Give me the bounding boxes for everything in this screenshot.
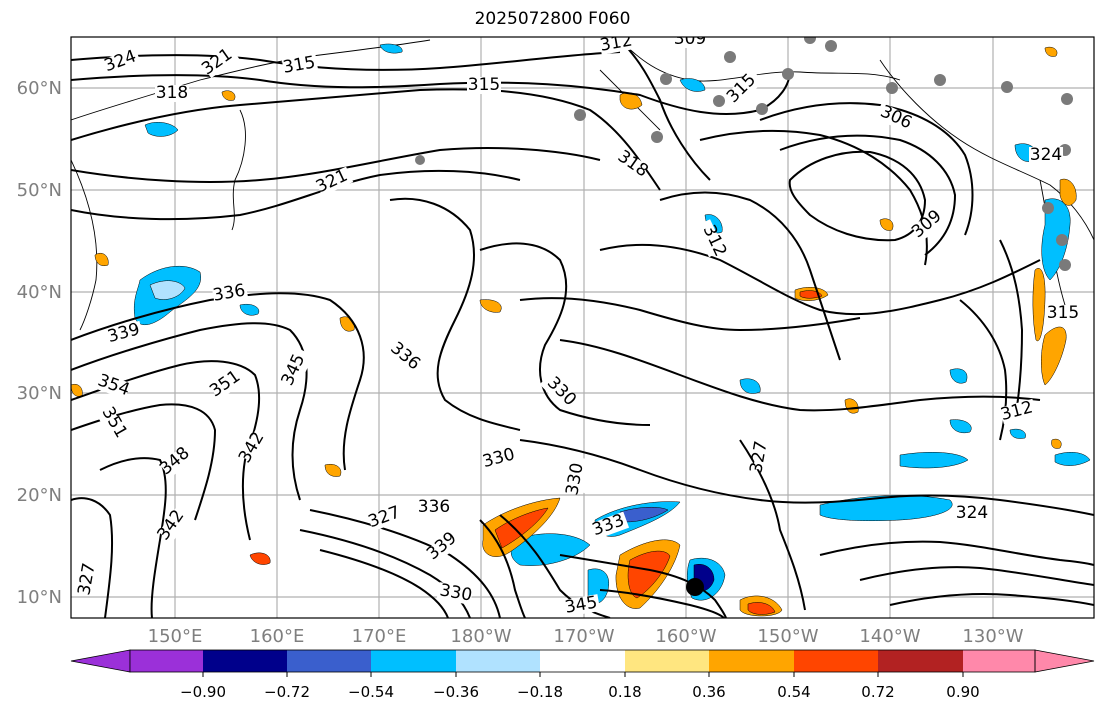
longitude-label: 130°W: [962, 626, 1023, 647]
contour-label-bg: [281, 54, 319, 77]
latitude-label: 30°N: [17, 383, 62, 404]
contour-label-bg: [563, 594, 601, 617]
contour-label-bg: [591, 511, 630, 540]
map-frame: [70, 36, 1095, 619]
colorbar-tick-label: 0.72: [861, 683, 894, 701]
map-title: 2025072800 F060: [474, 9, 631, 29]
colorbar-outline: [129, 649, 1036, 673]
colorbar-tick-label: 0.54: [777, 683, 810, 701]
colorbar: [70, 649, 1095, 673]
contour-label-bg: [93, 401, 126, 440]
contour-label-bg: [467, 77, 501, 94]
contour-label-bg: [417, 499, 451, 516]
colorbar-tick-label: −0.90: [180, 683, 226, 701]
colorbar-bin: [963, 650, 1035, 672]
contour-label-bg: [383, 337, 421, 373]
contour-label-bg: [727, 69, 764, 106]
longitude-label: 160°W: [655, 626, 716, 647]
longitude-label: 170°E: [352, 626, 407, 647]
contour-label-bg: [106, 320, 144, 347]
contour-label-bg: [436, 582, 474, 605]
colorbar-bin: [371, 650, 456, 672]
contour-label-bg: [155, 85, 189, 102]
contour-label: 336: [418, 497, 450, 517]
colorbar-extend-high: [1034, 649, 1095, 673]
colorbar-bin: [540, 650, 625, 672]
contour-label-bg: [367, 503, 406, 532]
contour-label-bg: [598, 37, 636, 55]
longitude-label: 150°E: [148, 626, 203, 647]
colorbar-bin: [794, 650, 878, 672]
colorbar-bin: [625, 650, 709, 672]
colorbar-tick-label: 0.36: [692, 683, 725, 701]
contour-label-bg: [955, 505, 989, 522]
contour-label: 309: [674, 29, 706, 49]
longitude-labels: 150°E 160°E 170°E 180°W 170°W 160°W 150°W 140°W…: [148, 626, 1024, 647]
graticule: [71, 37, 1094, 618]
contour-label-bg: [694, 219, 725, 258]
contour-label-bg: [874, 102, 913, 133]
colorbar-extend-low: [70, 649, 131, 673]
contour-label: 324: [1030, 145, 1062, 165]
contour-label-bg: [426, 527, 464, 563]
latitude-label: 60°N: [17, 78, 62, 99]
contour-label-bg: [158, 504, 193, 543]
contour-label: 315: [468, 75, 500, 95]
colorbar-bin: [878, 650, 963, 672]
contour-label-bg: [201, 44, 240, 79]
contour-label-bg: [103, 47, 142, 76]
contour-label: 324: [956, 503, 988, 523]
contour-label: 318: [156, 83, 188, 103]
contour-label-bg: [81, 556, 104, 594]
colorbar-tick-label: −0.72: [264, 683, 310, 701]
colorbar-bin: [456, 650, 540, 672]
contour-label-bg: [753, 434, 776, 472]
contour-label-bg: [911, 205, 949, 241]
contour-label-bg: [283, 348, 314, 387]
contour-label: 312: [598, 30, 633, 55]
contour-label-bg: [92, 371, 131, 400]
colorbar-tick-label: −0.54: [348, 683, 394, 701]
contour-label-bg: [211, 282, 249, 305]
contour-label-bg: [159, 442, 197, 478]
colorbar-tick-labels: −0.90 −0.72 −0.54 −0.36 −0.18 0.18 0.36 0.54 0.7…: [180, 672, 980, 701]
colorbar-tick-label: 0.90: [946, 683, 979, 701]
contour-label-bg: [209, 366, 248, 401]
longitude-label: 140°W: [859, 626, 920, 647]
contour-label-bg: [315, 166, 354, 197]
latitude-label: 20°N: [17, 485, 62, 506]
contour-label-bg: [673, 37, 707, 48]
latitude-labels: 60°N 50°N 40°N 30°N 20°N 10°N: [17, 78, 62, 608]
negative-shading: [133, 43, 1091, 604]
station-markers: [415, 37, 1073, 271]
colorbar-bin: [130, 650, 203, 672]
positive-shading: [71, 46, 1077, 617]
colorbar-bin: [287, 650, 371, 672]
longitude-label: 170°W: [553, 626, 614, 647]
contour-label-bg: [1029, 147, 1063, 164]
contour-label-bg: [1046, 305, 1080, 322]
longitude-label: 160°E: [250, 626, 305, 647]
latitude-label: 40°N: [17, 282, 62, 303]
latitude-label: 10°N: [17, 587, 62, 608]
contour-label: 315: [1047, 303, 1079, 323]
contour-label-bg: [610, 146, 649, 181]
colorbar-bin: [709, 650, 794, 672]
storm-center-marker: [686, 578, 704, 596]
latitude-label: 50°N: [17, 180, 62, 201]
colorbar-tick-label: 0.18: [608, 683, 641, 701]
colorbar-tick-label: −0.36: [433, 683, 479, 701]
colorbar-bin: [203, 650, 287, 672]
colorbar-tick-label: −0.18: [517, 683, 563, 701]
contour-label-bg: [539, 372, 576, 409]
contour-label-bg: [569, 456, 592, 494]
longitude-label: 180°W: [450, 626, 511, 647]
longitude-label: 150°W: [757, 626, 818, 647]
contour-label-bg: [481, 445, 519, 472]
contour-label-bg: [240, 426, 273, 465]
